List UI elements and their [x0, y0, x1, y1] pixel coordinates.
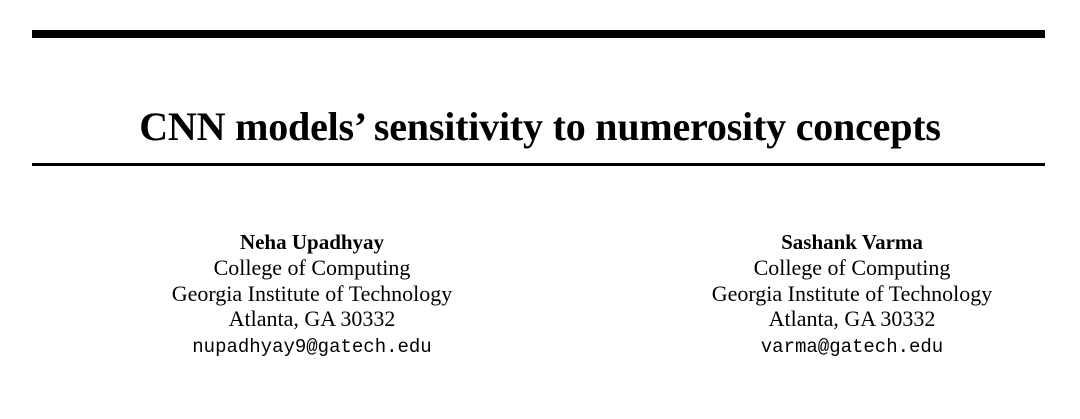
author-institution: Georgia Institute of Technology: [711, 280, 993, 306]
page-title: CNN models’ sensitivity to numerosity co…: [139, 103, 941, 149]
author-name: Sashank Varma: [781, 230, 923, 254]
author-email[interactable]: varma@gatech.edu: [760, 335, 944, 358]
author-list: Neha Upadhyay College of Computing Georg…: [0, 229, 1080, 361]
author-block: Neha Upadhyay College of Computing Georg…: [0, 229, 624, 361]
author-institution: Georgia Institute of Technology: [171, 280, 453, 306]
author-block: Sashank Varma College of Computing Georg…: [624, 229, 1080, 361]
title-bottom-rule: [32, 163, 1045, 166]
author-department: College of Computing: [213, 255, 411, 280]
author-address: Atlanta, GA 30332: [768, 306, 936, 331]
author-address: Atlanta, GA 30332: [228, 306, 396, 331]
author-name: Neha Upadhyay: [239, 230, 385, 254]
title-top-rule: [32, 30, 1045, 38]
author-department: College of Computing: [753, 255, 951, 280]
author-email[interactable]: nupadhyay9@gatech.edu: [192, 335, 432, 358]
